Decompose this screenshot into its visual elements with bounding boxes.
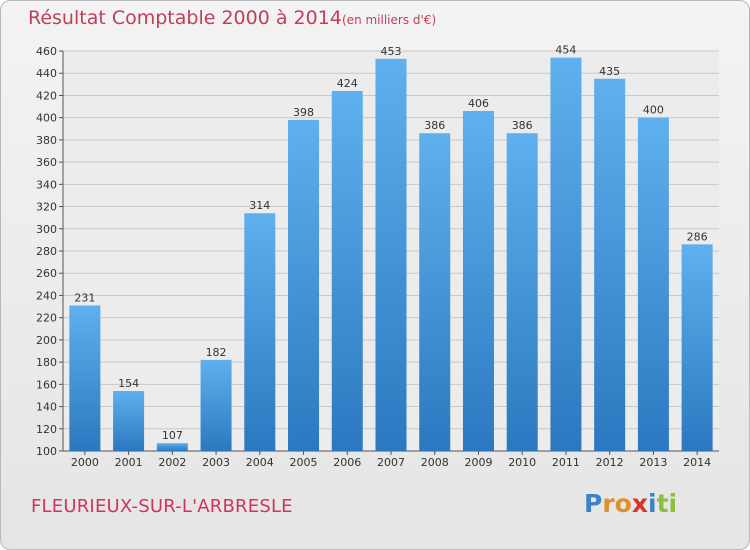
data-label: 454 (555, 44, 576, 57)
x-tick-label: 2003 (202, 456, 230, 469)
data-label: 435 (599, 65, 620, 78)
y-tick-label: 440 (36, 67, 57, 80)
y-tick-label: 100 (36, 445, 57, 458)
data-label: 386 (512, 119, 533, 132)
x-tick-label: 2004 (246, 456, 274, 469)
logo-letter: P (584, 489, 603, 518)
y-tick-label: 240 (36, 289, 57, 302)
y-tick-label: 400 (36, 112, 57, 125)
bar[interactable] (550, 57, 582, 452)
x-tick-label: 2013 (639, 456, 667, 469)
data-label: 107 (162, 429, 183, 442)
chart-subtitle: (en milliers d'€) (342, 13, 437, 27)
y-tick-label: 160 (36, 378, 57, 391)
x-tick-label: 2000 (71, 456, 99, 469)
x-tick-label: 2012 (596, 456, 624, 469)
x-tick-label: 2006 (333, 456, 361, 469)
x-tick-label: 2007 (377, 456, 405, 469)
x-tick-label: 2008 (421, 456, 449, 469)
x-tick-label: 2009 (464, 456, 492, 469)
y-tick-label: 220 (36, 312, 57, 325)
bars (69, 57, 713, 452)
logo-letter: t (656, 489, 669, 518)
y-tick-label: 140 (36, 401, 57, 414)
bar[interactable] (419, 133, 451, 451)
data-label: 314 (249, 199, 270, 212)
x-tick-label: 2011 (552, 456, 580, 469)
bar[interactable] (375, 58, 407, 452)
bar[interactable] (69, 305, 101, 451)
y-tick-label: 380 (36, 134, 57, 147)
chart-title: Résultat Comptable 2000 à 2014 (28, 7, 342, 29)
y-tick-label: 360 (36, 156, 57, 169)
bar[interactable] (506, 133, 538, 451)
bar[interactable] (637, 117, 669, 452)
x-tick-label: 2005 (290, 456, 318, 469)
bar[interactable] (244, 213, 276, 451)
x-axis: 2000 2001 2002 2003 2004 2005 2006 2007 2008 2009… (71, 451, 711, 469)
data-label: 424 (337, 77, 358, 90)
y-tick-label: 180 (36, 356, 57, 369)
data-labels: 231 154 107 182 314 398 424 453 386 406 386 454 435 4… (74, 44, 707, 443)
logo-letter: r (602, 489, 615, 518)
x-tick-label: 2014 (683, 456, 711, 469)
y-tick-label: 280 (36, 245, 57, 258)
bar[interactable] (156, 443, 188, 451)
y-tick-label: 340 (36, 178, 57, 191)
y-tick-label: 260 (36, 267, 57, 280)
logo-letter: o (614, 489, 632, 518)
bar[interactable] (200, 359, 232, 451)
y-tick-label: 320 (36, 201, 57, 214)
bar[interactable] (594, 78, 626, 452)
town-name: FLEURIEUX-SUR-L'ARBRESLE (31, 496, 293, 517)
bar[interactable] (331, 91, 363, 451)
y-tick-label: 460 (36, 45, 57, 58)
bar[interactable] (462, 111, 494, 451)
data-label: 182 (206, 346, 227, 359)
data-label: 453 (381, 45, 402, 58)
data-label: 286 (687, 230, 708, 243)
y-tick-label: 200 (36, 334, 57, 347)
data-label: 386 (424, 119, 445, 132)
proxiti-logo[interactable]: Proxiti (584, 489, 677, 518)
bar[interactable] (288, 119, 320, 451)
x-tick-label: 2002 (158, 456, 186, 469)
data-label: 398 (293, 106, 314, 119)
y-tick-label: 120 (36, 423, 57, 436)
data-label: 406 (468, 97, 489, 110)
bar[interactable] (681, 244, 713, 451)
logo-letter: x (631, 489, 648, 518)
data-label: 400 (643, 104, 664, 117)
logo-letter: i (668, 489, 678, 518)
logo-letter: i (648, 489, 657, 518)
y-tick-label: 420 (36, 89, 57, 102)
data-label: 231 (74, 291, 95, 304)
y-tick-label: 300 (36, 223, 57, 236)
bar[interactable] (113, 391, 145, 451)
x-tick-label: 2001 (115, 456, 143, 469)
x-tick-label: 2010 (508, 456, 536, 469)
data-label: 154 (118, 377, 139, 390)
